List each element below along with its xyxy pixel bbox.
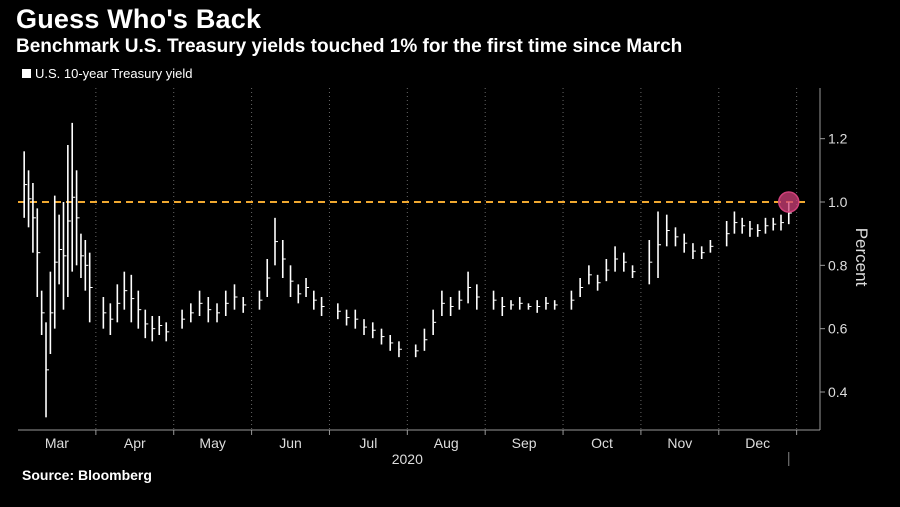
- y-tick-2: 0.8: [828, 257, 848, 273]
- x-year-label: 2020: [392, 451, 423, 467]
- x-tick-apr: Apr: [124, 435, 146, 451]
- series-bars: [23, 122, 792, 418]
- chart-subtitle: Benchmark U.S. Treasury yields touched 1…: [16, 36, 683, 57]
- legend: U.S. 10-year Treasury yield: [22, 66, 193, 81]
- chart-title: Guess Who's Back: [16, 4, 262, 34]
- x-tick-may: May: [199, 435, 225, 451]
- legend-label: U.S. 10-year Treasury yield: [35, 66, 193, 81]
- highlight-marker: [778, 191, 800, 213]
- x-tick-dec: Dec: [745, 435, 770, 451]
- y-axis-label: Percent: [852, 228, 871, 287]
- y-tick-3: 1.0: [828, 194, 848, 210]
- legend-swatch: [22, 69, 31, 78]
- gridlines: [95, 88, 798, 430]
- x-tick-oct: Oct: [591, 435, 613, 451]
- x-tick-labels: Mar Apr May Jun Jul Aug Sep Oct Nov Dec: [45, 430, 798, 451]
- x-tick-aug: Aug: [434, 435, 459, 451]
- y-tick-1: 0.6: [828, 321, 848, 337]
- x-tick-mar: Mar: [45, 435, 69, 451]
- x-tick-nov: Nov: [667, 435, 692, 451]
- x-tick-jul: Jul: [359, 435, 377, 451]
- x-tick-sep: Sep: [512, 435, 537, 451]
- y-tick-4: 1.2: [828, 131, 848, 147]
- source-note: Source: Bloomberg: [22, 467, 152, 483]
- y-tick-0: 0.4: [828, 384, 848, 400]
- x-tick-jun: Jun: [279, 435, 302, 451]
- y-tick-labels: 0.4 0.6 0.8 1.0 1.2: [820, 131, 848, 400]
